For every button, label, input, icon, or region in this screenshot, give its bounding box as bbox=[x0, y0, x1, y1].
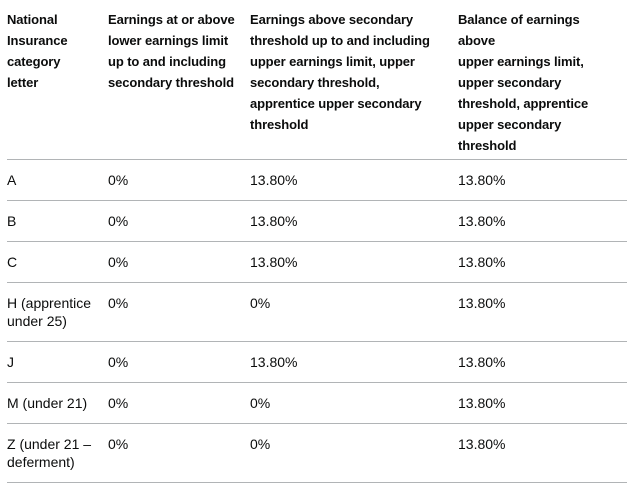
category-cell: J bbox=[7, 341, 108, 383]
category-cell: M (under 21) bbox=[7, 382, 108, 424]
table-row: M (under 21) 0% 0% 13.80% bbox=[7, 382, 627, 424]
rate-cell: 0% bbox=[108, 159, 250, 201]
rate-cell: 13.80% bbox=[250, 341, 458, 383]
category-cell: C bbox=[7, 241, 108, 283]
column-header-earnings-lower-limit: Earnings at or above lower earnings limi… bbox=[108, 0, 250, 160]
table-row: B 0% 13.80% 13.80% bbox=[7, 200, 627, 242]
rate-cell: 0% bbox=[250, 282, 458, 342]
rate-cell: 13.80% bbox=[250, 200, 458, 242]
rate-cell: 0% bbox=[250, 382, 458, 424]
column-header-earnings-above-secondary-threshold: Earnings above secondary threshold up to… bbox=[250, 0, 458, 160]
rate-cell: 0% bbox=[250, 423, 458, 483]
rate-cell: 13.80% bbox=[458, 423, 627, 483]
table-row: J 0% 13.80% 13.80% bbox=[7, 341, 627, 383]
rate-cell: 13.80% bbox=[458, 200, 627, 242]
table-row: C 0% 13.80% 13.80% bbox=[7, 241, 627, 283]
rate-cell: 13.80% bbox=[458, 341, 627, 383]
rate-cell: 0% bbox=[108, 282, 250, 342]
rate-cell: 13.80% bbox=[458, 382, 627, 424]
column-header-category-letter: National Insurance category letter bbox=[7, 0, 108, 160]
rate-cell: 0% bbox=[108, 341, 250, 383]
category-cell: Z (under 21 – deferment) bbox=[7, 423, 108, 483]
rate-cell: 0% bbox=[108, 382, 250, 424]
rate-cell: 13.80% bbox=[250, 241, 458, 283]
category-cell: H (apprentice under 25) bbox=[7, 282, 108, 342]
rate-cell: 13.80% bbox=[458, 241, 627, 283]
table-row: Z (under 21 – deferment) 0% 0% 13.80% bbox=[7, 423, 627, 483]
column-header-balance-above-upper-limit: Balance of earnings above upper earnings… bbox=[458, 0, 627, 160]
category-cell: B bbox=[7, 200, 108, 242]
rate-cell: 0% bbox=[108, 423, 250, 483]
rate-cell: 13.80% bbox=[458, 282, 627, 342]
rate-cell: 13.80% bbox=[250, 159, 458, 201]
rate-cell: 0% bbox=[108, 241, 250, 283]
rate-cell: 0% bbox=[108, 200, 250, 242]
national-insurance-rates-table: National Insurance category letter Earni… bbox=[7, 0, 627, 483]
table-row: A 0% 13.80% 13.80% bbox=[7, 159, 627, 201]
header-row: National Insurance category letter Earni… bbox=[7, 0, 627, 160]
table-row: H (apprentice under 25) 0% 0% 13.80% bbox=[7, 282, 627, 342]
rate-cell: 13.80% bbox=[458, 159, 627, 201]
category-cell: A bbox=[7, 159, 108, 201]
